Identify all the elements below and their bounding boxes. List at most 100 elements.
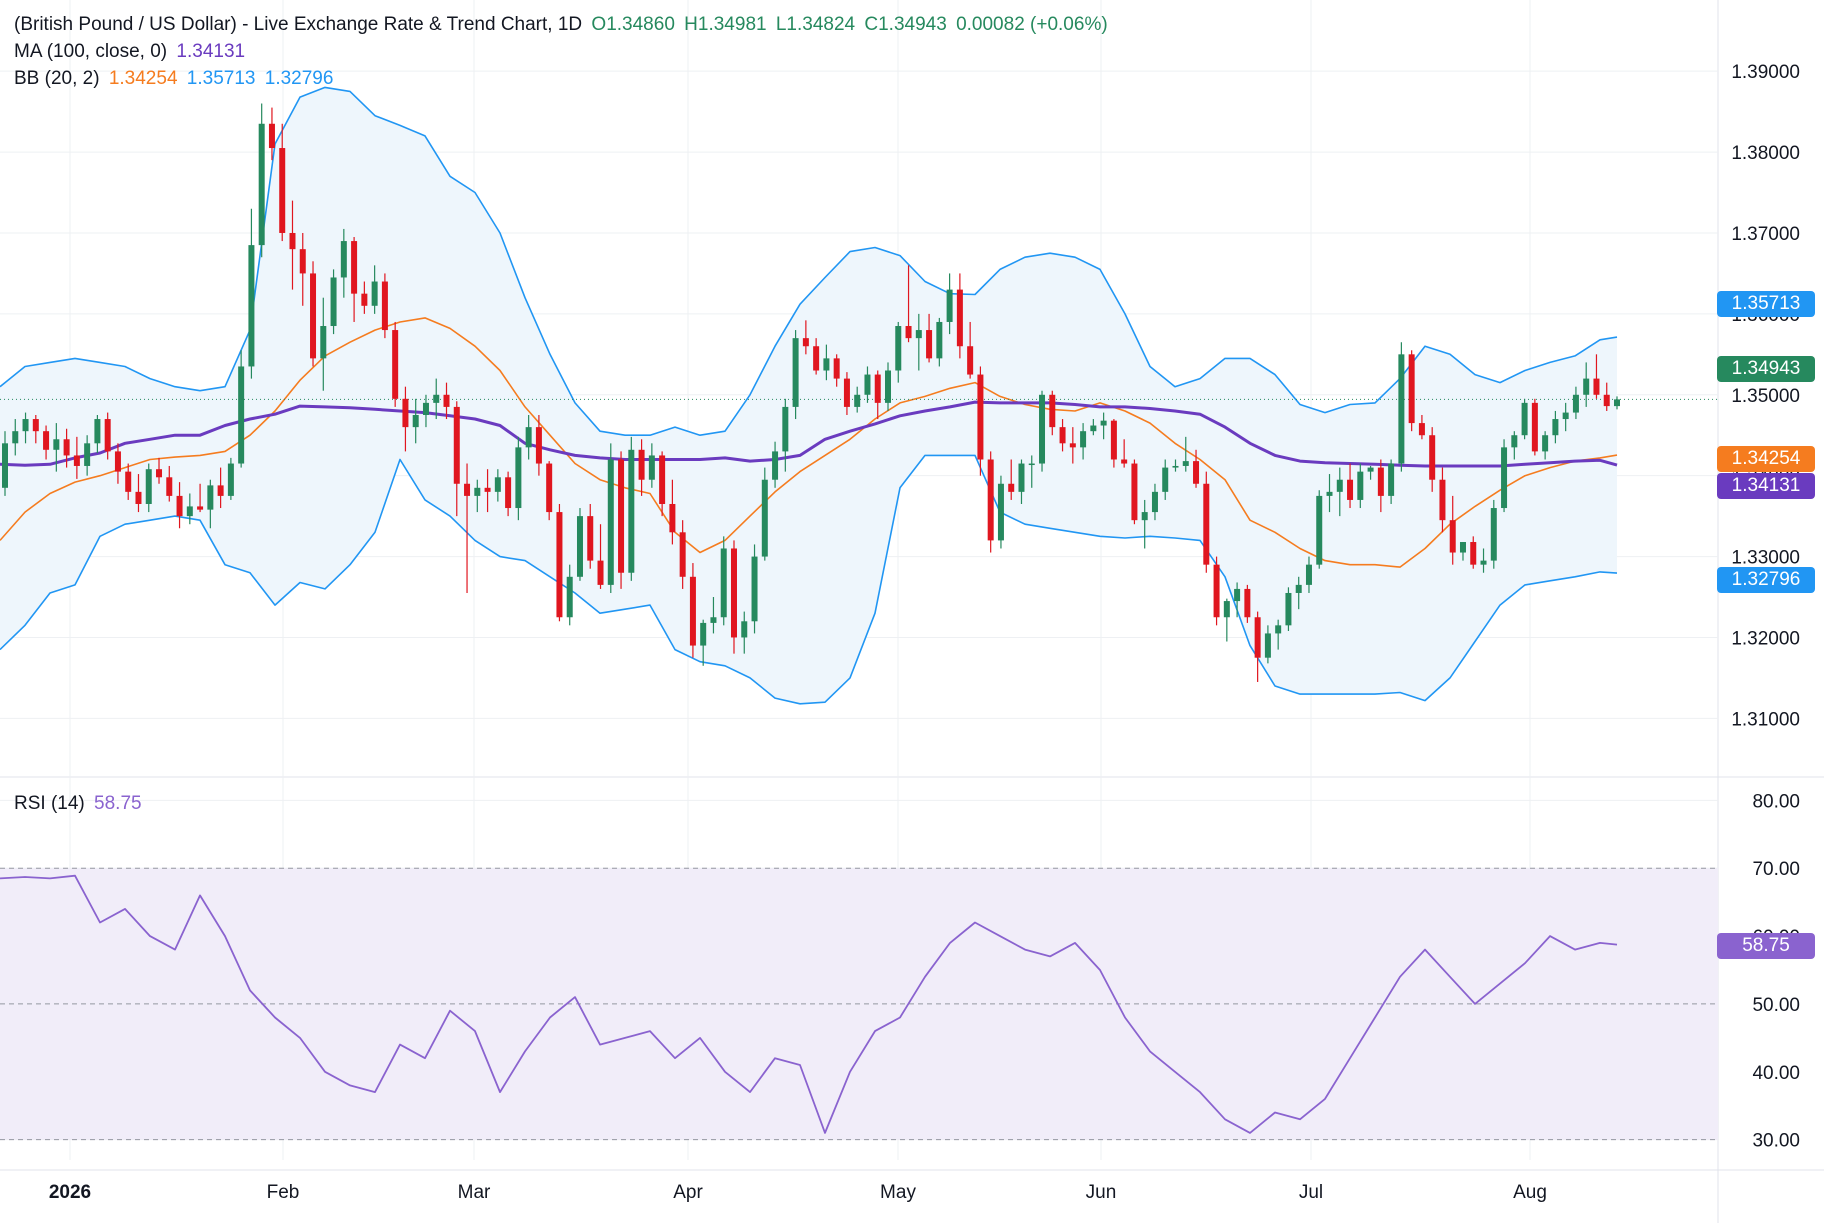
candle-body (1213, 564, 1220, 618)
candle-body (207, 485, 214, 510)
rsi-legend[interactable]: RSI (14) 58.75 (14, 793, 146, 815)
candle (1090, 419, 1097, 436)
candle (1429, 427, 1436, 492)
candle (843, 372, 850, 415)
candle-body (412, 415, 419, 428)
candle (1100, 412, 1107, 440)
candle-body (1059, 427, 1066, 444)
candle-body (484, 487, 491, 492)
candle-body (967, 346, 974, 375)
candle (802, 320, 809, 355)
candle (895, 321, 902, 383)
candle-body (1234, 588, 1241, 602)
candle-body (648, 455, 655, 480)
candle (1182, 436, 1189, 472)
bb-upper-badge: 1.35713 (1717, 291, 1815, 317)
candle-body (258, 123, 265, 246)
candle-body (1008, 483, 1015, 492)
price-tick-label: 1.39000 (1731, 62, 1800, 83)
candle-body (1244, 588, 1251, 618)
candle (1059, 419, 1066, 452)
candle-body (546, 463, 553, 513)
candle (535, 415, 542, 476)
candle-body (43, 431, 50, 450)
candle-body (1367, 467, 1374, 472)
candle-body (1439, 479, 1446, 521)
candle-body (166, 477, 173, 496)
candle-body (1501, 447, 1508, 509)
candle (94, 415, 101, 454)
candle-body (1429, 435, 1436, 480)
candle-body (1100, 420, 1107, 426)
candle-body (361, 293, 368, 306)
candle (679, 520, 686, 589)
candle (279, 123, 286, 242)
candle-body (1552, 419, 1559, 436)
candle-body (2, 443, 8, 488)
candle-body (1069, 443, 1076, 448)
rsi-tick-label: 80.00 (1752, 791, 1800, 812)
candle-body (63, 439, 70, 456)
ma-legend[interactable]: MA (100, close, 0) 1.34131 (14, 41, 249, 63)
candle-body (833, 358, 840, 379)
candle-body (1049, 394, 1056, 428)
bb-basis-value: 1.34254 (108, 68, 178, 89)
candle-body (1131, 463, 1138, 521)
candle-body (135, 491, 142, 504)
bb-legend[interactable]: BB (20, 2) 1.34254 1.35713 1.32796 (14, 68, 337, 90)
candle-body (751, 556, 758, 622)
candle-body (525, 427, 532, 448)
candle-body (1336, 479, 1343, 492)
price-tick-label: 1.31000 (1731, 709, 1800, 730)
candle (1511, 431, 1518, 460)
candle (576, 508, 583, 581)
candle-body (1531, 402, 1538, 452)
candle (669, 479, 676, 545)
candle-body (1593, 378, 1600, 395)
candle-body (638, 449, 645, 480)
candle-body (659, 455, 666, 504)
candle (217, 467, 224, 509)
candle-body (823, 358, 830, 371)
candle-body (289, 232, 296, 250)
candle-body (279, 148, 286, 233)
candle (2, 431, 8, 496)
candle-body (1151, 491, 1158, 513)
candle (515, 436, 522, 521)
candle (1203, 471, 1210, 573)
candle (176, 482, 183, 529)
candle-body (1141, 512, 1148, 521)
candle (1449, 495, 1456, 565)
candle (1439, 467, 1446, 533)
bb-label: BB (20, 2) (14, 68, 100, 89)
candle-body (381, 281, 388, 331)
candle (761, 467, 768, 561)
candle-body (1511, 435, 1518, 448)
candle (926, 313, 933, 363)
time-tick-label: Jul (1299, 1182, 1323, 1203)
candle (125, 463, 132, 500)
candle-body (1572, 394, 1579, 413)
candle (1603, 382, 1610, 411)
candle (915, 313, 922, 371)
candle (104, 412, 111, 460)
candle-body (197, 506, 204, 510)
candle-body (340, 241, 347, 278)
time-tick-label: May (880, 1182, 916, 1203)
candle (166, 465, 173, 502)
candle-body (587, 516, 594, 561)
ohlc-close: C1.34943 (864, 14, 947, 35)
candle-body (679, 532, 686, 577)
candle (1028, 455, 1035, 488)
bb-basis-badge: 1.34254 (1717, 446, 1815, 472)
candle-body (268, 123, 275, 149)
candle (1470, 536, 1477, 569)
candle (607, 443, 614, 593)
candle (956, 273, 963, 359)
price-tick-label: 1.37000 (1731, 224, 1800, 245)
candle-body (238, 366, 245, 464)
candle (1039, 390, 1046, 472)
candle-body (227, 463, 234, 496)
candle-body (1172, 465, 1179, 468)
